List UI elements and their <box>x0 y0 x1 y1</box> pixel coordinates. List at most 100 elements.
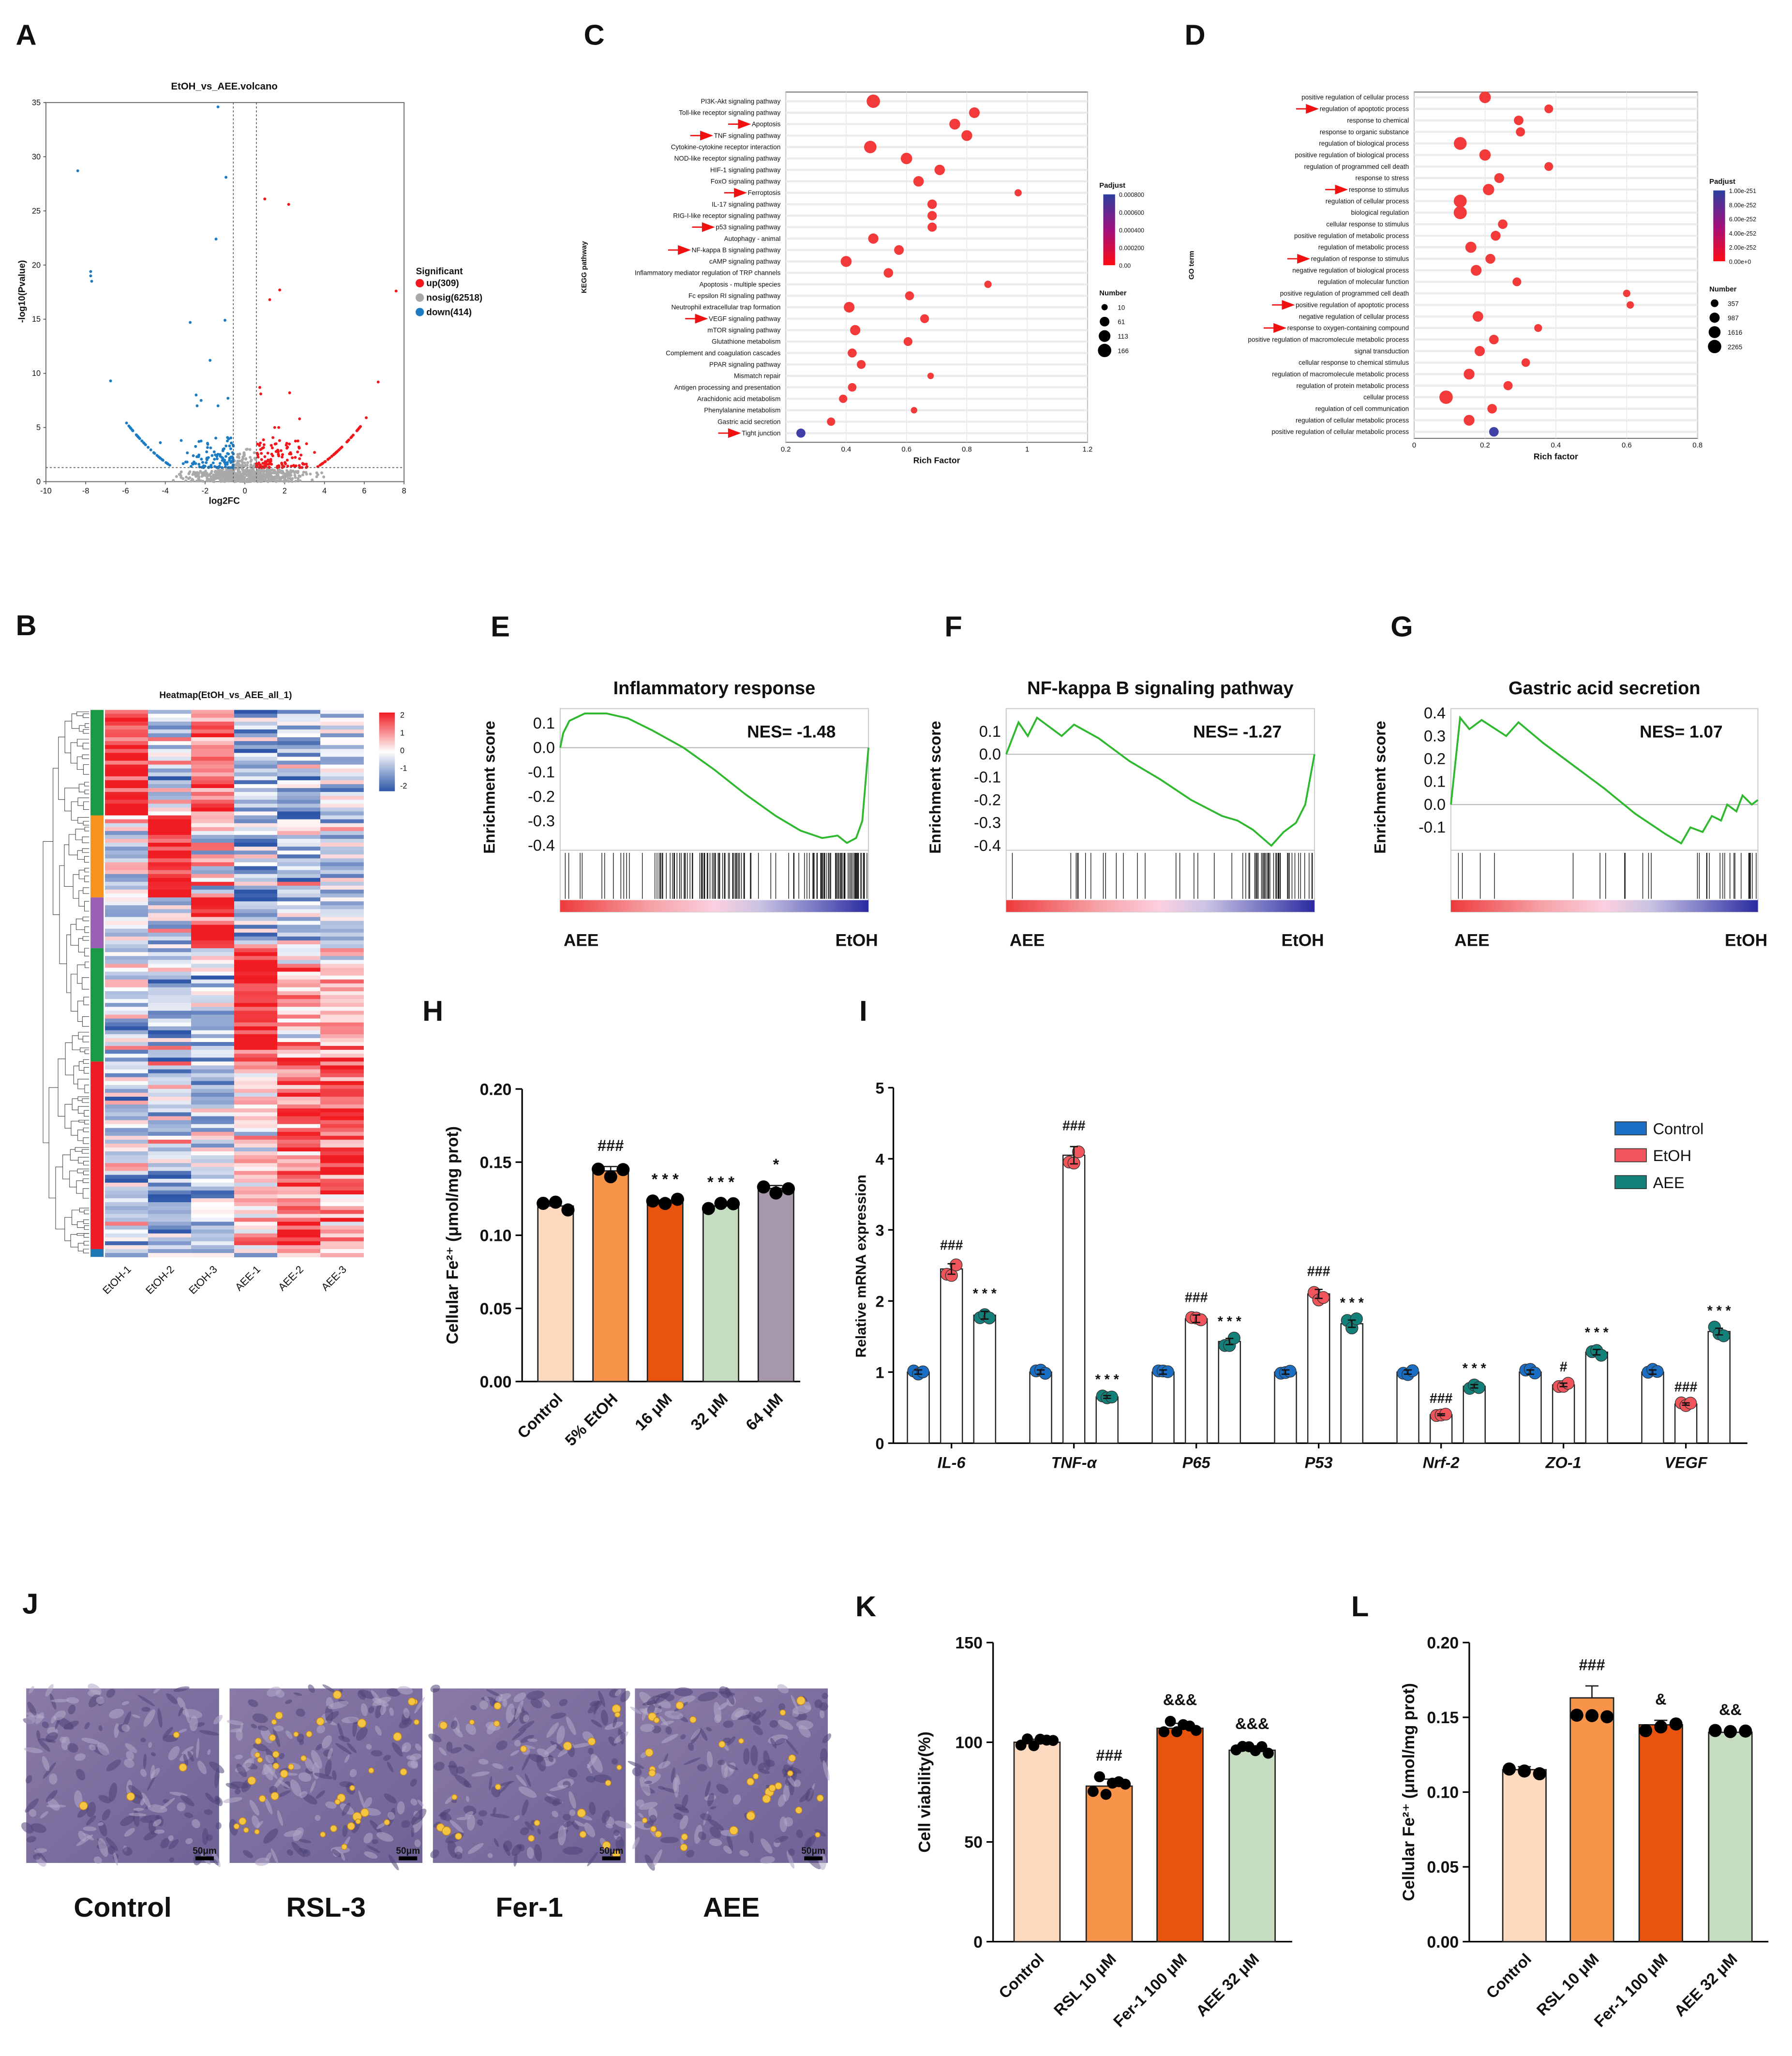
rounded-cell <box>413 1719 419 1725</box>
heatmap-cell <box>320 1003 364 1008</box>
red-arrow-icon <box>1272 300 1295 310</box>
panel-label-f: F <box>944 611 962 643</box>
significance-label: ### <box>1307 1264 1330 1279</box>
heatmap-cell <box>105 1245 149 1250</box>
heatmap-cell <box>320 1073 364 1078</box>
nosig-point <box>267 468 270 471</box>
heatmap-cell <box>277 874 321 879</box>
heatmap-cell <box>191 788 235 792</box>
y-tick-label: -0.2 <box>528 788 555 805</box>
dendrogram-branch <box>84 1225 90 1230</box>
cell-texture <box>410 1779 417 1787</box>
heatmap-cell <box>191 971 235 976</box>
y-tick-label: 0 <box>876 1435 884 1452</box>
heatmap-cell <box>148 1186 192 1191</box>
heatmap-cell <box>105 1050 149 1054</box>
term-label: Mismatch repair <box>734 372 781 380</box>
dendrogram-branch <box>73 874 79 899</box>
heatmap-cell <box>320 819 364 824</box>
heatmap-cell <box>277 729 321 734</box>
replicate-point <box>1158 1726 1170 1738</box>
heatmap-cell <box>277 999 321 1004</box>
heatmap-cell <box>148 948 192 953</box>
x-tick-label: 2 <box>283 487 287 495</box>
rounded-cell <box>368 1767 374 1773</box>
heatmap-cell <box>234 815 278 820</box>
down-point <box>211 461 215 464</box>
heatmap-cell <box>105 804 149 808</box>
heatmap-cell <box>105 917 149 922</box>
heatmap-cell <box>105 784 149 789</box>
cell-texture <box>126 1751 134 1760</box>
up-point <box>278 288 282 292</box>
heatmap-cell <box>320 1159 364 1164</box>
cell-texture <box>98 1795 111 1803</box>
cell-texture <box>298 1772 312 1782</box>
y-tick-label: 0.10 <box>480 1227 512 1245</box>
heatmap-cell <box>105 870 149 875</box>
cell-texture <box>632 1837 640 1849</box>
heatmap-cell <box>234 1218 278 1222</box>
cell-texture <box>285 1699 292 1704</box>
heatmap-cell <box>105 1120 149 1125</box>
cell-texture <box>672 1777 677 1792</box>
heatmap-cell <box>105 772 149 777</box>
heatmap-cell <box>234 1101 278 1105</box>
rounded-cell <box>469 1719 475 1725</box>
cell-texture <box>646 1695 660 1706</box>
heatmap-cell <box>277 1163 321 1168</box>
term-bubble <box>1479 91 1491 104</box>
up-point <box>298 457 301 461</box>
heatmap-cell <box>148 1120 192 1125</box>
heatmap-cell <box>320 995 364 999</box>
colorbar-tick-label: 0.000800 <box>1119 192 1144 198</box>
heatmap-cell <box>320 1034 364 1039</box>
cell-texture <box>150 1768 160 1779</box>
error-bar <box>1159 1369 1167 1375</box>
heatmap-cell <box>191 737 235 742</box>
bar <box>1638 1724 1683 1942</box>
up-point <box>394 289 398 293</box>
cell-texture <box>632 1767 642 1776</box>
heatmap-cell <box>191 843 235 847</box>
heatmap-cell <box>320 776 364 781</box>
nosig-point <box>274 477 278 480</box>
rounded-cell <box>614 1712 621 1718</box>
up-point <box>299 453 303 457</box>
heatmap-cell <box>148 964 192 968</box>
cluster-color-bar <box>90 1249 104 1257</box>
dendrogram-branch <box>71 801 78 821</box>
cell-texture <box>639 1802 658 1810</box>
nosig-point <box>196 474 199 477</box>
cell-texture <box>26 1775 32 1784</box>
cell-texture <box>140 1815 160 1823</box>
heatmap-cell <box>320 834 364 839</box>
panel-f-gsea: FNF-kappa B signaling pathway0.10.0-0.1-… <box>926 611 1324 950</box>
heatmap-cell <box>148 838 192 843</box>
cell-texture <box>168 1835 174 1841</box>
term-bubble <box>900 152 912 164</box>
dendrogram-branch <box>84 1085 90 1093</box>
micrograph-image: 50μm <box>223 1684 427 1871</box>
cell-texture <box>725 1687 735 1705</box>
cell-texture <box>737 1714 751 1720</box>
cell-texture <box>177 1697 186 1710</box>
heatmap-cell <box>277 710 321 715</box>
down-point <box>229 447 232 450</box>
cell-texture <box>544 1744 557 1755</box>
replicate-point <box>1639 1724 1653 1738</box>
down-point <box>227 452 230 456</box>
heatmap-cell <box>234 1042 278 1046</box>
x-tick-label: 1 <box>1025 446 1029 453</box>
rounded-cell <box>239 1817 247 1825</box>
heatmap-cell <box>105 1069 149 1074</box>
dendrogram-branch <box>71 1120 79 1136</box>
heatmap-cell <box>277 1034 321 1039</box>
down-point <box>224 319 227 322</box>
heatmap-cell <box>191 968 235 972</box>
term-bubble <box>840 256 852 267</box>
cell-texture <box>716 1784 729 1794</box>
y-tick-label: 0.0 <box>533 739 555 756</box>
heatmap-cell <box>320 979 364 984</box>
up-point <box>277 453 280 456</box>
